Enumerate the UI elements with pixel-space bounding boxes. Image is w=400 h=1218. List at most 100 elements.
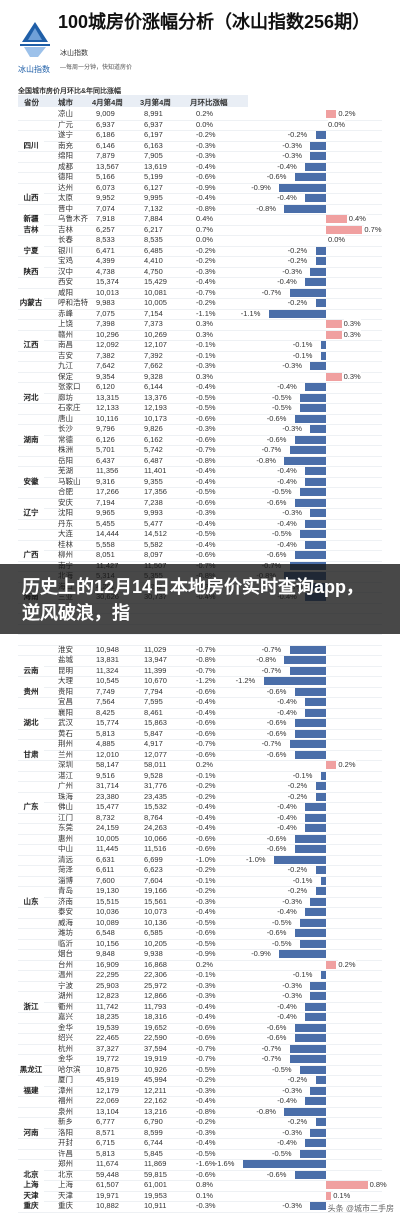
week4-price-cell: 12,010 <box>96 749 119 759</box>
change-cell: 0.3% <box>196 319 214 328</box>
change-bar <box>294 750 326 759</box>
week3-price-cell: 11,399 <box>144 665 167 675</box>
week3-price-cell: 12,193 <box>144 403 167 412</box>
change-bar <box>263 677 326 685</box>
change-bar <box>294 435 326 444</box>
bar-value-label: -0.3% <box>282 896 302 906</box>
bar-value-label: -0.6% <box>266 833 287 843</box>
week4-price-cell: 7,879 <box>96 151 115 160</box>
change-cell: -0.8% <box>196 203 216 213</box>
week4-price-cell: 8,051 <box>96 550 115 559</box>
table-row: 遂宁 6,186 6,197 -0.2% -0.2% <box>18 130 382 142</box>
province-cell: 陕西 <box>18 266 44 277</box>
change-bar <box>305 162 326 171</box>
city-cell: 杭州 <box>58 1043 73 1053</box>
change-bar <box>315 792 326 801</box>
change-bar <box>305 803 326 811</box>
change-cell: -0.4% <box>196 697 216 706</box>
table-row: 威海 10,089 10,136 -0.5% -0.5% <box>18 917 382 929</box>
bar-value-label: -0.5% <box>272 917 292 927</box>
week4-price-cell: 19,971 <box>96 1190 119 1200</box>
week4-price-cell: 6,186 <box>96 130 115 139</box>
change-cell: 0.8% <box>196 1180 214 1189</box>
week4-price-cell: 10,296 <box>96 329 119 339</box>
change-cell: 0.7% <box>196 224 214 234</box>
table-row: 江西 南昌 12,092 12,107 -0.1% -0.1% <box>18 340 382 352</box>
bar-value-label: -0.3% <box>282 361 302 370</box>
change-cell: -0.6% <box>196 172 216 181</box>
week4-price-cell: 15,374 <box>96 277 119 286</box>
province-cell: 北京 <box>18 1169 44 1180</box>
table-row: 福建 漳州 12,179 12,211 -0.3% -0.3% <box>18 1085 382 1097</box>
week4-price-cell: 10,545 <box>96 676 119 685</box>
bar-value-label: -0.4% <box>277 539 297 549</box>
change-cell: -0.6% <box>196 833 216 843</box>
week4-price-cell: 10,089 <box>96 917 119 927</box>
table-row: 开封 6,715 6,744 -0.4% -0.4% <box>18 1138 382 1150</box>
bar-value-label: -0.1% <box>292 350 313 360</box>
bar-value-label: -0.6% <box>266 728 287 738</box>
week3-price-cell: 7,604 <box>144 875 163 885</box>
week3-price-cell: 7,132 <box>144 203 163 213</box>
week3-price-cell: 17,356 <box>144 487 167 496</box>
change-bar <box>289 446 326 454</box>
change-cell: -0.6% <box>196 413 216 423</box>
change-bar <box>289 1055 326 1063</box>
city-cell: 湖州 <box>58 991 73 1000</box>
bar-value-label: -0.6% <box>266 550 287 559</box>
bar-value-label: -0.3% <box>282 508 302 517</box>
bar-value-label: 0.3% <box>343 329 361 340</box>
bar-value-label: -0.1% <box>292 970 313 979</box>
province-cell: 福建 <box>18 1085 44 1096</box>
week3-price-cell: 24,263 <box>144 823 167 832</box>
bar-value-label: -0.4% <box>277 277 297 286</box>
change-bar <box>315 887 326 895</box>
table-row: 中山 11,445 11,516 -0.6% -0.6% <box>18 844 382 856</box>
week4-price-cell: 9,316 <box>96 476 115 486</box>
table-row: 桂林 5,558 5,582 -0.4% -0.4% <box>18 539 382 551</box>
week3-price-cell: 59,815 <box>144 1169 167 1179</box>
week3-price-cell: 4,917 <box>144 739 163 748</box>
city-cell: 银川 <box>58 245 73 255</box>
column-header-week3: 3月第4周 <box>140 98 171 107</box>
change-cell: -0.2% <box>196 1075 216 1084</box>
city-cell: 新乡 <box>58 1117 73 1126</box>
week3-price-cell: 6,163 <box>144 140 163 150</box>
change-bar <box>289 740 326 748</box>
change-bar <box>284 456 326 465</box>
table-row: 湖南 常德 6,126 6,162 -0.6% -0.6% <box>18 434 382 446</box>
change-cell: -1.0% <box>196 854 216 864</box>
change-bar <box>294 719 326 727</box>
change-bar <box>315 1118 326 1126</box>
table-row: 烟台 9,848 9,938 -0.9% -0.9% <box>18 949 382 961</box>
week3-price-cell: 6,144 <box>144 382 163 391</box>
week4-price-cell: 12,179 <box>96 1085 119 1095</box>
headline-text: 历史上的12月14日本地房价实时查询app，逆风破浪，指 <box>22 577 365 623</box>
week3-price-cell: 7,884 <box>144 214 163 223</box>
change-bar <box>289 666 326 675</box>
city-cell: 上海 <box>58 1180 73 1189</box>
week4-price-cell: 10,116 <box>96 413 119 423</box>
change-bar <box>294 834 326 843</box>
change-bar <box>326 761 337 769</box>
bar-value-label: -0.7% <box>261 1054 282 1063</box>
table-row: 金华 19,539 19,652 -0.6% -0.6% <box>18 1023 382 1034</box>
change-bar <box>300 1065 326 1074</box>
week3-price-cell: 11,029 <box>144 644 167 654</box>
table-row: 云南 昆明 11,324 11,399 -0.7% -0.7% <box>18 665 382 677</box>
week3-price-cell: 14,512 <box>144 529 167 538</box>
bar-value-label: -0.2% <box>287 781 308 790</box>
change-bar <box>310 981 326 990</box>
bar-value-label: -0.2% <box>287 865 308 874</box>
city-cell: 洛阳 <box>58 1127 73 1137</box>
bar-value-label: 0.2% <box>338 109 356 120</box>
change-bar <box>315 131 326 139</box>
city-cell: 荆州 <box>58 739 73 748</box>
change-bar <box>326 110 337 118</box>
city-cell: 长春 <box>58 235 73 244</box>
week4-price-cell: 24,159 <box>96 823 119 832</box>
table-row <box>18 634 382 646</box>
week4-price-cell: 10,036 <box>96 907 119 916</box>
change-cell: -0.6% <box>196 1169 216 1179</box>
change-cell: -0.8% <box>196 455 216 465</box>
